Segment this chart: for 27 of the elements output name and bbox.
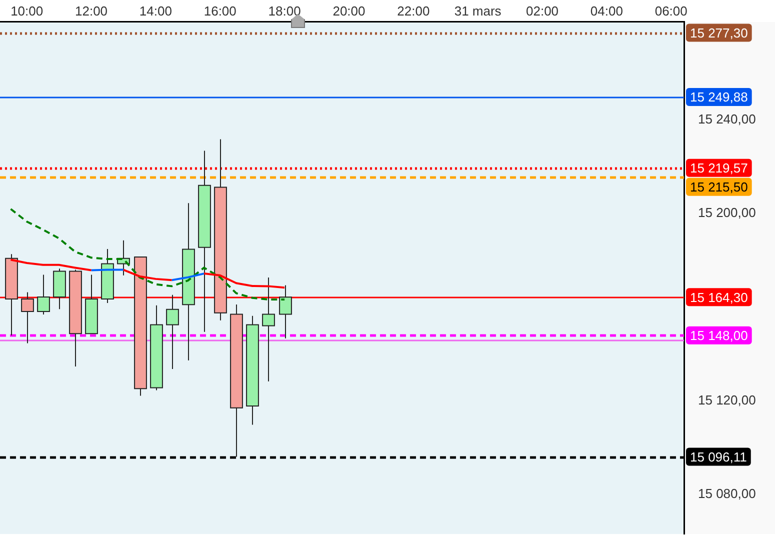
y-tick-label: 15 120,00 [698,392,756,408]
x-tick-label: 31 mars [454,4,502,19]
candlestick [279,284,292,339]
ref-line-label: 15 215,50 [690,179,748,194]
candlestick [166,294,179,370]
x-tick-label: 16:00 [204,4,236,19]
candlestick [21,292,34,344]
ref-line-label: 15 249,88 [690,90,748,105]
ref-line-label: 15 148,00 [690,328,748,343]
x-tick-label: 18:00 [268,4,301,19]
ref-line-label: 15 219,57 [690,160,748,176]
x-tick-label: 14:00 [139,4,172,19]
x-tick-label: 02:00 [526,4,559,19]
y-tick-label: 15 200,00 [698,205,756,220]
y-tick-label: 15 080,00 [698,486,756,502]
candlestick [262,277,275,382]
x-tick-label: 20:00 [332,4,366,19]
candlestick [37,274,50,315]
ref-line-label: 15 096,11 [690,449,747,464]
x-tick-label: 04:00 [590,4,623,19]
y-tick-label: 15 240,00 [698,112,756,127]
x-tick-label: 06:00 [654,4,688,19]
ref-line-label: 15 164,30 [690,290,748,305]
ref-line-label: 15 277,30 [690,25,748,40]
x-tick-label: 10:00 [10,4,44,19]
x-tick-label: 12:00 [75,4,108,19]
x-tick-label: 22:00 [397,4,430,19]
